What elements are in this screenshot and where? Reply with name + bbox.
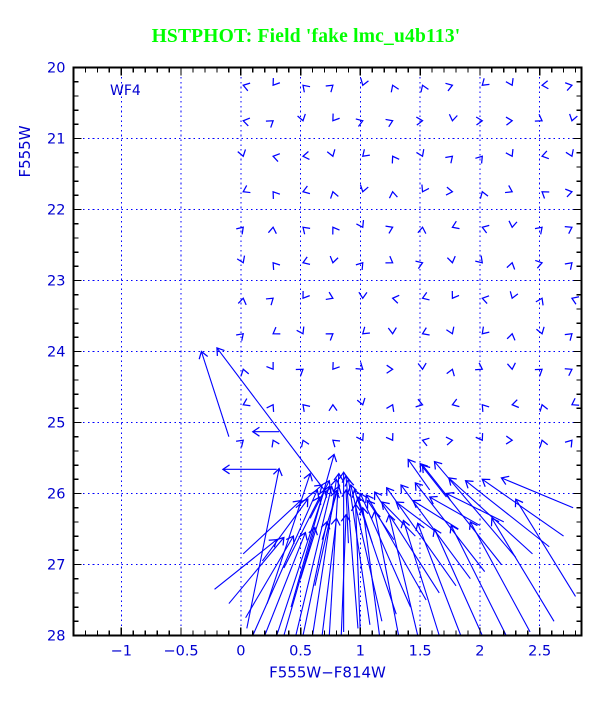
displacement-vector — [198, 350, 230, 437]
displacement-vector — [216, 347, 328, 494]
displacement-vector — [290, 453, 338, 608]
y-axis-label: F555W — [16, 125, 34, 177]
displacement-vector — [341, 488, 352, 544]
y-tick-label: 26 — [47, 487, 65, 503]
y-tick-label: 22 — [47, 203, 65, 219]
x-tick-label: 2 — [475, 644, 484, 660]
displacement-vector — [295, 484, 323, 509]
displacement-vector — [242, 499, 302, 555]
x-axis-label: F555W−F814W — [269, 664, 386, 682]
displacement-vector — [309, 479, 331, 519]
gridlines — [73, 67, 582, 636]
x-tick-label: 0.5 — [289, 644, 312, 660]
displacement-vector — [428, 495, 481, 526]
displacement-vector — [251, 426, 280, 437]
displacement-vector — [321, 517, 341, 636]
displacement-vector — [276, 488, 328, 636]
y-tick-label: 23 — [47, 274, 65, 290]
displacement-vector — [385, 513, 419, 636]
axis-ticks — [72, 66, 582, 637]
displacement-vector — [373, 491, 440, 594]
x-tick-label: 1.5 — [409, 644, 432, 660]
displacement-vector — [464, 480, 550, 548]
displacement-vector — [283, 496, 322, 569]
displacement-vector — [400, 519, 440, 636]
displacement-vector — [432, 527, 483, 636]
displacement-vector — [449, 524, 507, 636]
displacement-vector — [490, 517, 555, 622]
x-tick-label: 1 — [356, 644, 365, 660]
page-title: HSTPHOT: Field 'fake lmc_u4b113' — [151, 26, 461, 47]
displacement-vector — [371, 510, 400, 636]
displacement-vector — [445, 491, 505, 523]
displacement-vector — [302, 520, 331, 636]
displacement-vector — [245, 535, 295, 619]
y-tick-label: 28 — [47, 629, 65, 645]
y-tick-label: 24 — [47, 345, 65, 361]
displacement-vector — [419, 462, 447, 498]
displacement-vector — [214, 538, 278, 590]
displacement-vector — [246, 467, 283, 629]
y-tick-label: 20 — [47, 61, 65, 77]
displacement-vector — [355, 495, 373, 544]
displacement-vector — [412, 499, 459, 530]
vector-field — [198, 78, 580, 636]
y-tick-label: 21 — [47, 132, 65, 148]
x-tick-label: 2.5 — [528, 644, 551, 660]
displacement-vector — [433, 460, 517, 558]
displacement-vector — [350, 503, 361, 636]
chip-label: WF4 — [110, 83, 141, 99]
displacement-vector — [328, 472, 344, 636]
displacement-vector — [358, 506, 381, 636]
displacement-vector — [407, 458, 431, 491]
y-tick-label: 25 — [47, 416, 65, 432]
x-tick-label: −0.5 — [163, 644, 198, 660]
y-tick-label: 27 — [47, 558, 65, 574]
displacement-vector — [283, 526, 318, 636]
displacement-vector — [321, 485, 342, 540]
displacement-vector — [340, 513, 351, 636]
displacement-vector — [414, 481, 486, 572]
displacement-vector — [344, 478, 371, 625]
displacement-vector — [347, 483, 383, 622]
displacement-vector — [264, 531, 308, 636]
displacement-vector — [381, 501, 416, 537]
displacement-vector — [221, 464, 277, 475]
displacement-vector — [395, 501, 438, 533]
displacement-vector — [514, 498, 576, 597]
displacement-vector — [366, 499, 395, 540]
displacement-vector — [500, 475, 574, 509]
displacement-vector — [228, 536, 285, 604]
x-tick-label: 0 — [236, 644, 245, 660]
displacement-vector — [468, 520, 531, 633]
displacement-vector — [481, 478, 564, 537]
x-tick-label: −1 — [111, 644, 132, 660]
tick-labels: −1 −0.5 0 0.5 1 1.5 2 2.5 20 21 22 23 24 25 26 27 28 — [47, 61, 551, 660]
displacement-vector — [415, 522, 462, 636]
